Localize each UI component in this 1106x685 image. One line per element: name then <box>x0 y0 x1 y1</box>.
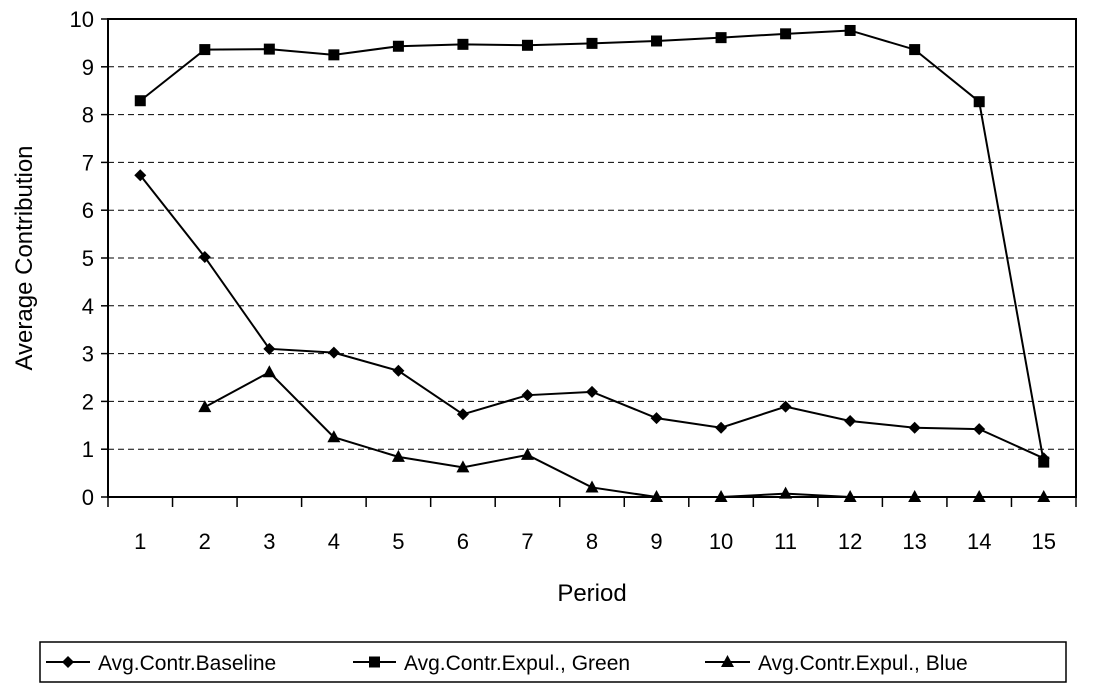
series-3-point-8 <box>585 480 599 493</box>
legend-marker-1 <box>62 656 74 668</box>
series-1-point-3 <box>263 342 276 355</box>
y-tick-label-5: 5 <box>82 246 94 271</box>
series-layer <box>134 24 1051 502</box>
series-3-point-5 <box>391 449 405 462</box>
series-3-point-11 <box>779 486 793 499</box>
series-1-point-8 <box>586 385 598 398</box>
series-1 <box>134 169 1050 465</box>
legend-box <box>39 641 1067 683</box>
series-3-point-10 <box>714 490 728 502</box>
legend: Avg.Contr.Baseline Avg.Contr.Expul., Gree… <box>39 641 1067 683</box>
plot-area-frame <box>107 18 1077 498</box>
series-3-line <box>204 371 1044 498</box>
series-1-point-9 <box>650 412 663 425</box>
series-2-point-15 <box>1038 456 1050 468</box>
x-tick-label-1: 1 <box>134 529 146 554</box>
y-tick-label-8: 8 <box>82 103 94 128</box>
x-tick-label-12: 12 <box>838 529 862 554</box>
y-tick-label-9: 9 <box>82 55 94 80</box>
series-1-point-1 <box>134 169 147 182</box>
y-tick-label-4: 4 <box>82 294 94 319</box>
y-tick-label-0: 0 <box>82 485 94 510</box>
x-tick-label-3: 3 <box>263 529 275 554</box>
x-tick-label-4: 4 <box>328 529 340 554</box>
series-1-point-5 <box>392 364 405 377</box>
series-1-point-6 <box>456 408 469 421</box>
series-3-point-9 <box>650 490 664 502</box>
x-tick-label-11: 11 <box>774 529 797 554</box>
x-axis-tick-labels: 1 2 3 4 5 6 7 8 9 10 11 12 13 14 15 <box>134 529 1056 554</box>
series-2-point-11 <box>780 28 792 40</box>
x-axis-title: Period <box>557 580 626 607</box>
series-1-point-7 <box>521 389 534 402</box>
series-3-point-3 <box>262 365 276 378</box>
x-tick-label-2: 2 <box>199 529 211 554</box>
legend-label-1: Avg.Contr.Baseline <box>98 652 276 675</box>
series-3-point-7 <box>520 447 534 460</box>
series-2-point-14 <box>973 96 985 108</box>
x-tick-label-7: 7 <box>521 529 533 554</box>
legend-label-3: Avg.Contr.Expul., Blue <box>758 652 968 675</box>
series-2-point-3 <box>263 43 275 55</box>
series-1-line <box>139 174 1045 460</box>
series-2-point-6 <box>457 38 469 50</box>
series-3-point-12 <box>843 490 857 502</box>
x-tick-label-5: 5 <box>392 529 404 554</box>
series-3-point-14 <box>972 490 986 502</box>
series-2-point-7 <box>521 39 533 51</box>
series-2 <box>134 24 1050 468</box>
y-tick-label-7: 7 <box>82 150 94 175</box>
x-tick-label-14: 14 <box>967 529 991 554</box>
y-tick-label-3: 3 <box>82 342 94 367</box>
x-tick-label-15: 15 <box>1031 529 1055 554</box>
series-2-point-12 <box>844 24 856 36</box>
series-1-point-4 <box>327 346 340 359</box>
series-2-point-1 <box>134 95 146 107</box>
series-1-point-13 <box>908 421 921 434</box>
y-tick-label-10: 10 <box>70 7 94 32</box>
legend-marker-2 <box>369 656 380 668</box>
x-axis-ticks <box>107 497 1077 507</box>
series-2-point-5 <box>392 40 404 52</box>
series-1-point-14 <box>973 423 986 436</box>
series-3-point-4 <box>327 430 341 443</box>
grid-lines <box>101 18 1076 498</box>
y-tick-label-6: 6 <box>82 198 94 223</box>
x-tick-label-13: 13 <box>902 529 926 554</box>
series-2-point-8 <box>586 37 598 49</box>
y-tick-label-2: 2 <box>82 389 94 414</box>
series-2-point-2 <box>199 44 211 56</box>
y-axis-tick-labels: 0 1 2 3 4 5 6 7 8 9 10 <box>70 7 94 510</box>
series-2-point-13 <box>909 44 921 56</box>
series-2-point-9 <box>651 35 663 47</box>
x-tick-label-10: 10 <box>709 529 733 554</box>
x-tick-label-8: 8 <box>586 529 598 554</box>
series-1-point-12 <box>844 414 857 427</box>
series-1-point-10 <box>715 421 728 434</box>
series-3-point-2 <box>198 400 212 413</box>
series-3-point-6 <box>456 460 470 473</box>
series-1-point-11 <box>779 400 792 413</box>
y-tick-label-1: 1 <box>82 437 94 462</box>
legend-label-2: Avg.Contr.Expul., Green <box>404 652 630 675</box>
x-tick-label-9: 9 <box>650 529 662 554</box>
series-3 <box>198 365 1051 502</box>
legend-marker-3 <box>721 655 734 667</box>
series-2-point-10 <box>715 32 727 44</box>
x-tick-label-6: 6 <box>457 529 469 554</box>
series-3-point-13 <box>908 490 922 502</box>
series-1-point-2 <box>198 251 211 264</box>
y-axis-title: Average Contribution <box>11 145 38 370</box>
series-2-point-4 <box>328 49 340 61</box>
series-3-point-15 <box>1037 490 1051 502</box>
